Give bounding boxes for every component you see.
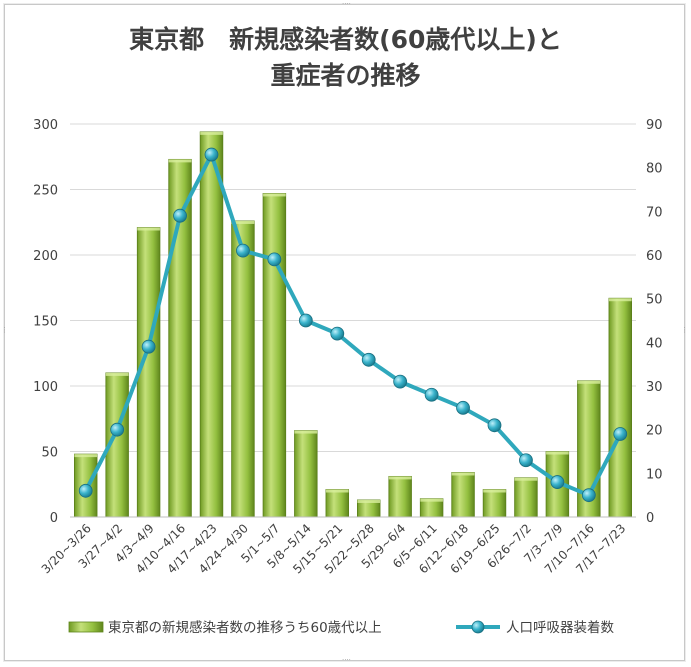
chart-title-line-2: 重症者の推移 <box>270 61 421 90</box>
resize-handle-right[interactable]: ⋮ <box>681 326 688 334</box>
legend-bar-swatch <box>68 621 104 633</box>
line-point <box>361 352 376 367</box>
bar-top-highlight <box>200 131 223 135</box>
line-path <box>83 152 623 498</box>
y-right-tick-label: 20 <box>646 424 663 439</box>
resize-handle-left[interactable]: ⋮ <box>1 326 8 334</box>
y-right-tick-label: 70 <box>646 205 663 220</box>
line-point <box>236 243 250 258</box>
bar-top-highlight <box>105 372 129 376</box>
bar <box>388 475 412 518</box>
bar-top-highlight <box>577 380 601 384</box>
legend-bar-label: 東京都の新規感染者数の推移うち60歳代以上 <box>108 619 382 636</box>
x-axis: 3/20~3/263/27~4/24/3~4/94/10~4/164/17~4/… <box>39 516 636 576</box>
y-left-tick-label: 100 <box>33 380 58 395</box>
bar-top-highlight <box>231 220 255 224</box>
bar <box>294 430 318 518</box>
resize-handle-bottom[interactable]: ···· <box>342 656 351 664</box>
y-right-tick-label: 40 <box>646 336 663 351</box>
line-point <box>456 400 470 415</box>
line-point <box>298 313 313 328</box>
bar-top-highlight <box>325 489 349 493</box>
resize-handle-top[interactable]: ···· <box>342 0 351 8</box>
line-point <box>393 374 408 389</box>
y-right-tick-label: 30 <box>646 380 663 395</box>
bar <box>325 489 349 518</box>
bar <box>199 131 224 518</box>
bar-top-highlight <box>357 499 381 503</box>
y-left-tick-label: 200 <box>33 249 58 264</box>
line-point <box>330 326 345 341</box>
bar <box>231 220 255 518</box>
y-right-tick-label: 80 <box>646 162 663 177</box>
line-point <box>141 339 156 354</box>
bar <box>262 193 287 518</box>
bar-top-highlight <box>514 477 538 481</box>
y-right-tick-label: 60 <box>646 249 663 264</box>
bar-top-highlight <box>451 472 475 476</box>
legend-line-label: 人口呼吸器装着数 <box>506 619 614 636</box>
line-point <box>267 252 282 267</box>
bar <box>608 297 632 518</box>
bar-top-highlight <box>263 193 286 197</box>
y-left-tick-label: 300 <box>33 118 58 133</box>
chart-title: 東京都 新規感染者数(60歳代以上)と 重症者の推移 <box>0 22 691 94</box>
y-axis-left: 0 50 100 150 200 250 300 <box>33 118 58 526</box>
line-point <box>173 208 187 223</box>
bar-top-highlight <box>294 430 318 434</box>
y-right-tick-label: 90 <box>646 118 663 133</box>
chart-title-line-1: 東京都 新規感染者数(60歳代以上)と <box>129 25 562 54</box>
line-series <box>78 147 628 503</box>
legend-line-marker <box>471 620 485 634</box>
bar-top-highlight <box>608 298 632 302</box>
legend: 東京都の新規感染者数の推移うち60歳代以上 人口呼吸器装着数 <box>68 619 614 636</box>
bar-top-highlight <box>420 498 443 502</box>
y-axis-right: 0 10 20 30 40 50 60 70 80 90 <box>646 118 663 526</box>
bar-top-highlight <box>546 451 569 455</box>
line-point <box>613 427 628 441</box>
bar <box>514 477 538 518</box>
line-point <box>581 488 596 503</box>
line-point <box>110 422 125 437</box>
y-right-tick-label: 50 <box>646 293 663 308</box>
bar-top-highlight <box>483 489 506 493</box>
bar-top-highlight <box>137 227 160 231</box>
line-point <box>487 418 502 433</box>
bar-top-highlight <box>388 476 412 480</box>
bar <box>451 472 475 518</box>
y-left-tick-label: 250 <box>33 184 58 199</box>
y-left-tick-label: 150 <box>33 315 58 330</box>
line-point <box>519 453 533 468</box>
bar <box>482 489 507 518</box>
y-left-tick-label: 0 <box>50 511 58 526</box>
line-point <box>550 475 565 489</box>
bar-top-highlight <box>168 159 192 163</box>
line-point <box>78 483 93 498</box>
y-left-tick-label: 50 <box>41 446 58 461</box>
line-point <box>204 147 219 162</box>
bar-series <box>74 131 632 518</box>
bar-top-highlight <box>74 454 98 458</box>
line-point <box>424 387 439 402</box>
y-right-tick-label: 10 <box>646 467 663 482</box>
y-right-tick-label: 0 <box>646 511 654 526</box>
